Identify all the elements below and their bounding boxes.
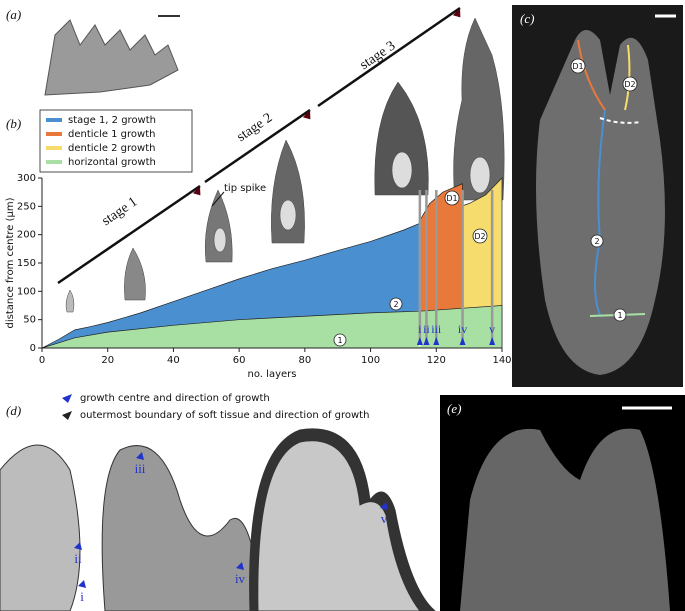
legend-label: denticle 2 growth: [68, 143, 155, 154]
circle-badge: [389, 297, 403, 311]
circle-label: D1: [446, 194, 457, 203]
y-tick-label: 100: [17, 286, 36, 297]
legend-label: stage 1, 2 growth: [68, 115, 156, 126]
x-tick-label: 60: [233, 355, 246, 366]
panel-label: (c): [520, 11, 534, 26]
panel-label: (b): [6, 116, 21, 131]
tip-leader: [211, 191, 225, 207]
stage-label: stage 2: [234, 110, 275, 145]
arrow-head: [452, 8, 461, 18]
marker-arrow: [416, 337, 423, 345]
panel-label: (d): [6, 403, 21, 418]
panel-d-drawing: [0, 428, 436, 611]
circle-badge: [613, 308, 627, 322]
tooth-section: [460, 428, 670, 611]
legend-arrow: [62, 394, 72, 403]
circle-label: 2: [393, 300, 398, 309]
x-tick-label: 120: [427, 355, 446, 366]
main-path: [594, 109, 606, 316]
circle-label: 2: [594, 237, 599, 246]
tooth-image: [44, 19, 179, 96]
circle-label: D1: [572, 62, 583, 71]
tooth-section: [536, 30, 665, 375]
marker-arrow: [459, 337, 466, 345]
growth-arrow: [74, 542, 82, 550]
marker-arrow: [489, 337, 496, 345]
marker-label: i: [418, 322, 422, 336]
growth-label: ii: [74, 551, 82, 566]
circle-badge: [570, 58, 586, 74]
circle-badge: [472, 228, 488, 244]
arrow-head: [302, 109, 311, 120]
growth-label: iv: [235, 571, 246, 586]
stage-label: stage 1: [99, 194, 140, 229]
growth-arrow: [136, 452, 144, 460]
marker-label: iv: [458, 322, 467, 336]
stage-arrow: [204, 108, 311, 184]
panel-label: (e): [447, 401, 461, 416]
circle-label: 1: [337, 336, 342, 345]
marker-label: ii: [423, 322, 430, 336]
marker-arrow: [433, 337, 440, 345]
legend-label: horizontal growth: [68, 157, 156, 168]
panel-label: (a): [6, 7, 21, 22]
x-tick-label: 20: [101, 355, 114, 366]
y-tick-label: 300: [17, 173, 36, 184]
growth-label: iii: [135, 461, 146, 476]
boundary: [599, 117, 641, 124]
y-tick-label: 0: [30, 343, 36, 354]
circle-label: D2: [474, 232, 485, 241]
marker-label: v: [489, 322, 495, 336]
x-tick-label: 40: [167, 355, 180, 366]
legend-text: outermost boundary of soft tissue and di…: [80, 410, 369, 421]
y-tick-label: 250: [17, 201, 36, 212]
circle-badge: [590, 234, 604, 248]
y-axis-label: distance from centre (μm): [5, 197, 16, 328]
y-tick-label: 150: [17, 258, 36, 269]
y-tick-label: 50: [23, 315, 36, 326]
growth-label: v: [381, 511, 388, 526]
growth-arrow: [78, 580, 86, 588]
legend-label: denticle 1 growth: [68, 129, 155, 140]
x-tick-label: 100: [361, 355, 380, 366]
tip-label: tip spike: [224, 183, 266, 194]
legend-arrow: [62, 411, 72, 420]
circle-label: 1: [617, 311, 622, 320]
circle-badge: [444, 190, 460, 206]
arrow-head: [192, 186, 201, 196]
area: [41, 305, 503, 349]
marker-arrow: [423, 337, 430, 345]
legend-text: growth centre and direction of growth: [80, 393, 270, 404]
x-axis-label: no. layers: [248, 369, 297, 380]
stage-arrow: [317, 6, 461, 108]
growth-arrow: [380, 502, 388, 510]
y-tick-label: 200: [17, 230, 36, 241]
d1-path: [577, 39, 606, 111]
x-tick-label: 140: [492, 355, 511, 366]
growth-arrow: [236, 562, 244, 570]
circle-badge: [333, 333, 347, 347]
circle-badge: [622, 76, 638, 92]
x-tick-label: 80: [298, 355, 311, 366]
x-tick-label: 0: [39, 355, 45, 366]
tooth-silhouettes: [65, 17, 505, 313]
growth-label: i: [80, 589, 84, 604]
circle-label: D2: [624, 80, 635, 89]
legend-box: [39, 109, 193, 173]
stage-arrow: [57, 184, 201, 285]
marker-label: iii: [431, 322, 442, 336]
